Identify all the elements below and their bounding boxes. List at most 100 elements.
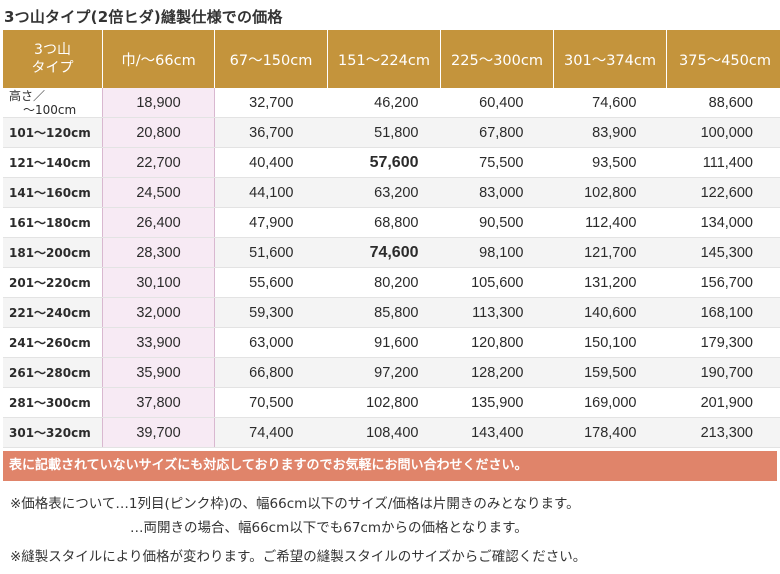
table-cell: 150,100 [553, 327, 667, 358]
column-header: 巾/〜66cm [102, 30, 215, 88]
table-row: 161〜180cm 26,400 47,900 68,800 90,500 112,400… [3, 207, 780, 238]
table-cell: 83,900 [553, 117, 667, 148]
table-cell: 88,600 [666, 88, 780, 118]
table-cell: 44,100 [214, 177, 328, 208]
table-row: 221〜240cm 32,000 59,300 85,800 113,300 140,60… [3, 297, 780, 328]
table-cell: 26,400 [102, 207, 215, 238]
table-cell: 105,600 [440, 267, 554, 298]
corner-header-line2: タイプ [31, 60, 74, 76]
table-cell: 74,400 [214, 417, 328, 448]
table-cell: 46,200 [327, 88, 441, 118]
table-cell: 32,700 [214, 88, 328, 118]
table-cell: 60,400 [440, 88, 554, 118]
row-header: 221〜240cm [3, 297, 103, 328]
table-cell: 37,800 [102, 387, 215, 418]
table-cell: 128,200 [440, 357, 554, 388]
table-cell: 57,600 [327, 147, 441, 178]
table-row: 181〜200cm 28,300 51,600 74,600 98,100 121,700… [3, 237, 780, 268]
table-row: 301〜320cm 39,700 74,400 108,400 143,400 178,4… [3, 417, 780, 448]
row-header: 301〜320cm [3, 417, 103, 448]
row-header: 101〜120cm [3, 117, 103, 148]
table-cell: 36,700 [214, 117, 328, 148]
table-cell: 18,900 [102, 88, 215, 118]
table-cell: 59,300 [214, 297, 328, 328]
table-cell: 190,700 [666, 357, 780, 388]
table-cell: 40,400 [214, 147, 328, 178]
table-row: 281〜300cm 37,800 70,500 102,800 135,900 169,0… [3, 387, 780, 418]
row-header: 121〜140cm [3, 147, 103, 178]
table-cell: 91,600 [327, 327, 441, 358]
table-cell: 98,100 [440, 237, 554, 268]
table-cell: 55,600 [214, 267, 328, 298]
table-cell: 201,900 [666, 387, 780, 418]
table-cell: 93,500 [553, 147, 667, 178]
table-cell: 145,300 [666, 237, 780, 268]
table-cell: 24,500 [102, 177, 215, 208]
table-cell: 178,400 [553, 417, 667, 448]
row-header-line2: 〜100cm [23, 102, 77, 117]
table-cell: 28,300 [102, 237, 215, 268]
table-cell: 97,200 [327, 357, 441, 388]
note-price-table: ※価格表について…1列目(ピンク枠)の、幅66cm以下のサイズ/価格は片開きのみ… [10, 496, 580, 512]
table-cell: 168,100 [666, 297, 780, 328]
table-cell: 140,600 [553, 297, 667, 328]
table-cell: 159,500 [553, 357, 667, 388]
table-cell: 63,000 [214, 327, 328, 358]
table-cell: 35,900 [102, 357, 215, 388]
table-cell: 74,600 [327, 237, 441, 268]
table-cell: 30,100 [102, 267, 215, 298]
table-cell: 83,000 [440, 177, 554, 208]
row-header: 241〜260cm [3, 327, 103, 358]
table-cell: 47,900 [214, 207, 328, 238]
table-cell: 20,800 [102, 117, 215, 148]
table-cell: 85,800 [327, 297, 441, 328]
table-cell: 22,700 [102, 147, 215, 178]
table-cell: 135,900 [440, 387, 554, 418]
row-header: 181〜200cm [3, 237, 103, 268]
table-header-row: 3つ山 タイプ 巾/〜66cm 67〜150cm 151〜224cm 225〜3… [3, 30, 780, 88]
table-cell: 111,400 [666, 147, 780, 178]
table-cell: 122,600 [666, 177, 780, 208]
note-sewing-style: ※縫製スタイルにより価格が変わります。ご希望の縫製スタイルのサイズからご確認くだ… [10, 549, 587, 565]
table-cell: 63,200 [327, 177, 441, 208]
row-header: 261〜280cm [3, 357, 103, 388]
column-header: 375〜450cm [666, 30, 780, 88]
table-cell: 66,800 [214, 357, 328, 388]
column-header: 301〜374cm [553, 30, 667, 88]
page-title: 3つ山タイプ(2倍ヒダ)縫製仕様での価格 [4, 8, 283, 26]
table-row: 141〜160cm 24,500 44,100 63,200 83,000 102,800… [3, 177, 780, 208]
table-cell: 39,700 [102, 417, 215, 448]
price-table: 3つ山 タイプ 巾/〜66cm 67〜150cm 151〜224cm 225〜3… [3, 30, 780, 448]
table-cell: 121,700 [553, 237, 667, 268]
table-row: 121〜140cm 22,700 40,400 57,600 75,500 93,500 1… [3, 147, 780, 178]
table-cell: 131,200 [553, 267, 667, 298]
table-cell: 112,400 [553, 207, 667, 238]
table-cell: 179,300 [666, 327, 780, 358]
column-header: 67〜150cm [214, 30, 328, 88]
note-double-opening: …両開きの場合、幅66cm以下でも67cmからの価格となります。 [130, 520, 528, 536]
table-cell: 32,000 [102, 297, 215, 328]
table-cell: 134,000 [666, 207, 780, 238]
table-cell: 100,000 [666, 117, 780, 148]
row-header: 281〜300cm [3, 387, 103, 418]
table-cell: 74,600 [553, 88, 667, 118]
row-header: 201〜220cm [3, 267, 103, 298]
corner-header: 3つ山 タイプ [3, 30, 103, 88]
table-cell: 51,800 [327, 117, 441, 148]
table-cell: 156,700 [666, 267, 780, 298]
table-cell: 70,500 [214, 387, 328, 418]
table-row: 高さ／ 〜100cm 18,900 32,700 46,200 60,400 74,600 8… [3, 88, 780, 118]
table-cell: 33,900 [102, 327, 215, 358]
table-cell: 102,800 [553, 177, 667, 208]
table-cell: 68,800 [327, 207, 441, 238]
table-cell: 113,300 [440, 297, 554, 328]
row-header: 141〜160cm [3, 177, 103, 208]
table-cell: 67,800 [440, 117, 554, 148]
row-header-line1: 高さ／ [9, 88, 46, 103]
table-cell: 120,800 [440, 327, 554, 358]
table-cell: 90,500 [440, 207, 554, 238]
row-header: 高さ／ 〜100cm [3, 88, 103, 118]
table-cell: 169,000 [553, 387, 667, 418]
row-header: 161〜180cm [3, 207, 103, 238]
corner-header-line1: 3つ山 [34, 42, 71, 58]
